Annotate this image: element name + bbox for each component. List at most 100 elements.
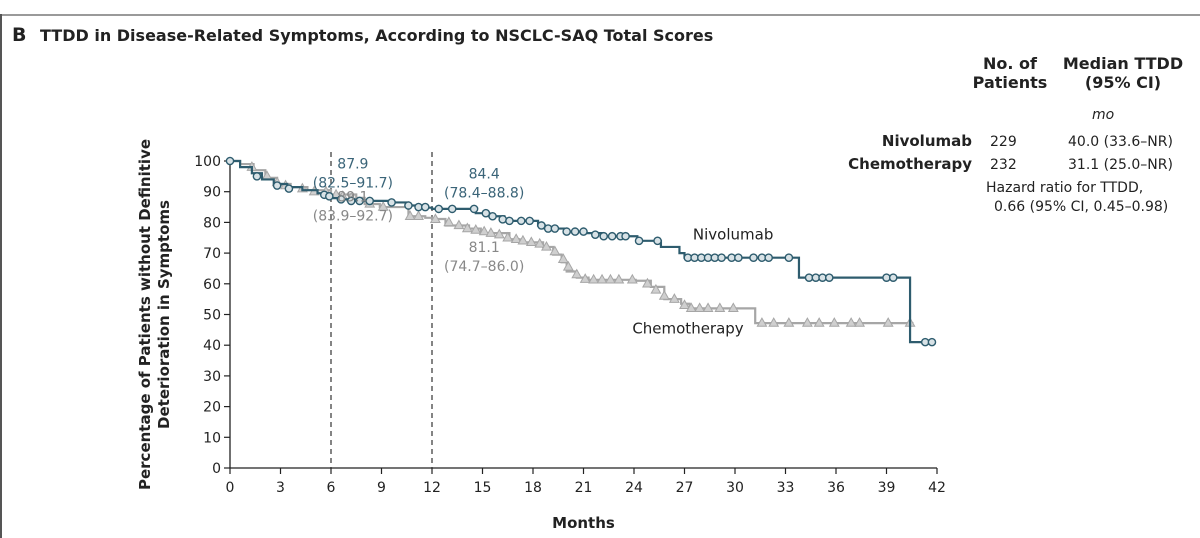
table-row-chemotherapy-name: Chemotherapy xyxy=(848,155,972,173)
chemotherapy-censor-marker xyxy=(588,273,600,284)
nivolumab-censor-marker xyxy=(734,253,743,263)
chemotherapy-censor-marker xyxy=(404,210,416,220)
chemotherapy-censor-marker xyxy=(882,317,894,327)
nivolumab-censor-marker xyxy=(284,184,294,193)
chemotherapy-censor-marker xyxy=(685,302,697,313)
median-annotation-line: 81.1 xyxy=(469,240,500,256)
chemotherapy-censor-marker xyxy=(642,277,653,288)
chemotherapy-censor-marker xyxy=(429,213,441,224)
nivolumab-censor-marker xyxy=(607,231,617,241)
nivolumab-censor-marker xyxy=(927,337,937,347)
table-row-chemotherapy-median: 31.1 (25.0–NR) xyxy=(1068,157,1173,173)
nivolumab-censor-marker xyxy=(570,227,580,236)
hazard-ratio-line2: 0.66 (95% CI, 0.45–0.98) xyxy=(994,199,1169,215)
median-annotation-line: (83.9–92.7) xyxy=(313,209,393,225)
nivolumab-censor-marker xyxy=(346,196,356,206)
chemotherapy-censor-marker xyxy=(443,216,455,227)
chemotherapy-censor-marker xyxy=(613,273,625,284)
frame-top-border xyxy=(0,0,1200,16)
chemotherapy-censor-marker xyxy=(493,228,505,239)
chemotherapy-censor-marker xyxy=(694,302,706,313)
nivolumab-censor-marker xyxy=(387,198,396,207)
x-tick-label: 30 xyxy=(726,480,744,496)
nivolumab-censor-marker xyxy=(749,253,758,263)
nivolumab-censor-marker xyxy=(488,211,497,221)
median-annotation-line: (78.4–88.8) xyxy=(444,185,524,201)
x-tick-label: 42 xyxy=(928,480,946,496)
chemotherapy-censor-marker xyxy=(478,225,490,236)
x-tick-label: 21 xyxy=(575,480,593,496)
chemotherapy-censor-marker xyxy=(413,210,424,220)
y-axis-title: Percentage of Patients without Definitiv… xyxy=(136,139,173,490)
chemotherapy-censor-marker xyxy=(714,302,726,313)
table-row-nivolumab-patients: 229 xyxy=(990,134,1017,150)
median-annotation: 87.9 (82.5–91.7) xyxy=(313,157,393,192)
nivolumab-censor-marker xyxy=(252,172,262,181)
chemotherapy-censor-marker xyxy=(510,233,522,243)
nivolumab-censor-marker xyxy=(562,227,571,236)
nivolumab-censor-marker xyxy=(634,236,644,246)
nivolumab-censor-marker xyxy=(550,224,560,233)
table-unit: mo xyxy=(1092,107,1115,123)
chemotherapy-censor-marker xyxy=(813,317,825,327)
chemotherapy-censor-marker xyxy=(727,302,739,313)
x-tick-label: 24 xyxy=(625,480,643,496)
chemotherapy-censor-marker xyxy=(485,227,497,237)
chemotherapy-censor-marker xyxy=(783,317,795,327)
chemotherapy-censor-marker xyxy=(549,245,561,256)
chemotherapy-censor-marker xyxy=(562,260,574,271)
y-tick-label: 20 xyxy=(203,400,221,416)
nivolumab-censor-marker xyxy=(469,204,479,214)
nivolumab-censor-marker xyxy=(498,215,508,224)
x-tick-label: 27 xyxy=(676,480,694,496)
chemotherapy-censor-marker xyxy=(453,219,465,230)
nivolumab-censor-marker xyxy=(447,204,457,214)
x-tick-label: 0 xyxy=(226,480,235,496)
x-tick-label: 33 xyxy=(777,480,795,496)
y-axis-title-line: Deterioration in Symptoms xyxy=(155,200,173,429)
chemotherapy-censor-marker xyxy=(604,273,616,284)
chemotherapy-censor-marker xyxy=(702,302,714,313)
chemotherapy-censor-marker xyxy=(557,253,569,263)
nivolumab-censor-marker xyxy=(420,202,430,212)
chemotherapy-censor-marker xyxy=(768,317,780,327)
nivolumab-censor-marker xyxy=(888,273,898,282)
chemotherapy-censor-marker xyxy=(517,234,529,245)
chemotherapy-censor-marker xyxy=(502,231,514,242)
y-tick-label: 60 xyxy=(203,277,221,293)
series-label-chemotherapy: Chemotherapy xyxy=(632,320,743,338)
median-annotation: 81.1 (74.7–86.0) xyxy=(444,240,524,275)
chemotherapy-censor-marker xyxy=(801,317,813,327)
nivolumab-censor-marker xyxy=(272,181,282,190)
median-annotation: 84.4 (78.4–88.8) xyxy=(444,166,524,201)
table-header-median: Median TTDD (95% CI) xyxy=(1058,54,1188,92)
x-axis-title: Months xyxy=(552,514,615,532)
x-tick-label: 3 xyxy=(276,480,285,496)
hazard-ratio-line1: Hazard ratio for TTDD, xyxy=(986,180,1144,196)
nivolumab-censor-marker xyxy=(824,273,834,282)
nivolumab-censor-marker xyxy=(717,253,726,263)
y-tick-label: 30 xyxy=(203,369,221,385)
nivolumab-censor-marker xyxy=(336,195,346,204)
table-row-chemotherapy-patients: 232 xyxy=(990,157,1017,173)
chemotherapy-censor-marker xyxy=(845,317,857,327)
median-annotation-line: (82.5–91.7) xyxy=(313,176,393,192)
chemotherapy-censor-marker xyxy=(828,317,840,327)
y-tick-label: 50 xyxy=(203,308,221,324)
median-annotation: 89.1 (83.9–92.7) xyxy=(313,190,393,225)
nivolumab-censor-marker xyxy=(590,230,600,239)
table-header-patients: No. of Patients xyxy=(966,54,1054,92)
chemotherapy-censor-marker xyxy=(571,268,583,279)
table-header-patients-line1: No. of xyxy=(983,54,1037,73)
panel-title: TTDD in Disease-Related Symptoms, Accord… xyxy=(40,26,714,45)
chemotherapy-censor-marker xyxy=(377,201,389,211)
chemotherapy-censor-marker xyxy=(525,236,537,247)
y-axis-title-line: Percentage of Patients without Definitiv… xyxy=(136,139,154,490)
nivolumab-censor-marker xyxy=(621,231,630,241)
x-tick-label: 6 xyxy=(327,480,336,496)
nivolumab-censor-marker xyxy=(764,253,773,263)
chemotherapy-censor-marker xyxy=(541,240,552,251)
median-annotation-line: (74.7–86.0) xyxy=(444,259,524,275)
